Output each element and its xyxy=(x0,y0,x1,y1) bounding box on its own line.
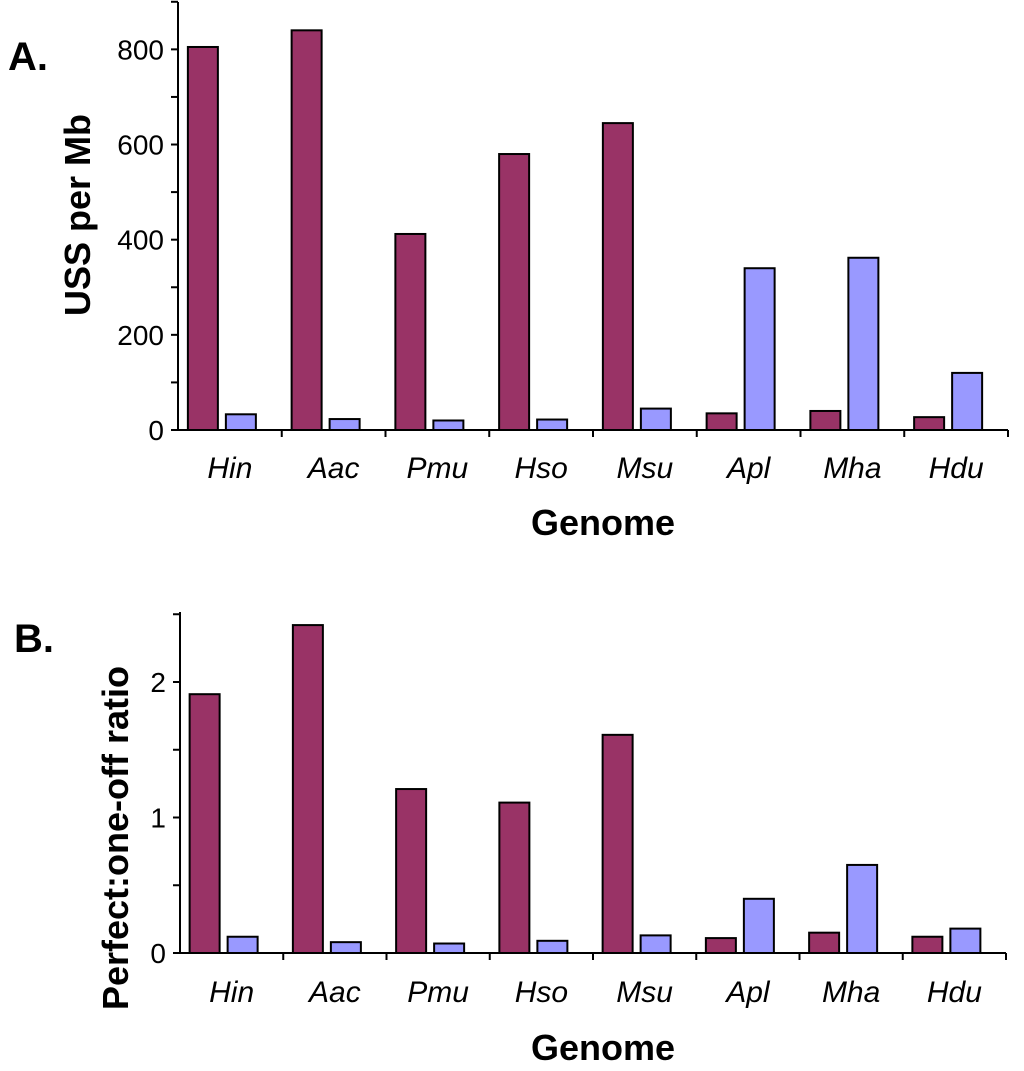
panel-a-category-label: Mha xyxy=(823,452,881,485)
panel-b-bar-apl-series-1 xyxy=(704,937,737,954)
panel-b-bar-aac-series-1 xyxy=(291,624,324,955)
panel-a-bar-hin-series-1 xyxy=(186,45,219,432)
panel-a-category-label: Hin xyxy=(207,452,252,485)
panel-a-bar-mha-series-1 xyxy=(809,409,842,431)
panel-a-bar-msu-series-2 xyxy=(639,407,672,431)
panel-a-letter: A. xyxy=(8,35,48,79)
panel-b-bar-aac-series-2 xyxy=(329,941,362,954)
panel-b-category-label: Hdu xyxy=(927,976,982,1009)
panel-b-bar-mha-series-1 xyxy=(808,931,841,954)
panel-a-bar-hdu-series-2 xyxy=(951,371,984,431)
panel-b-bar-pmu-series-2 xyxy=(433,942,466,955)
panel-a-category-label: Aac xyxy=(306,452,360,485)
panel-b-category-label: Hso xyxy=(515,976,568,1009)
panel-b-bar-mha-series-2 xyxy=(846,863,879,954)
panel-b-bar-hso-series-2 xyxy=(536,939,569,954)
panel-b-y-tick-label: 2 xyxy=(150,667,166,698)
panel-a-bar-msu-series-1 xyxy=(601,122,634,431)
panel-a-y-tick-label: 400 xyxy=(117,225,164,256)
panel-a-category-label: Msu xyxy=(617,452,674,485)
panel-a-x-axis-title: Genome xyxy=(531,502,675,543)
panel-a-category-label: Hso xyxy=(514,452,567,485)
panel-b-y-tick-label: 0 xyxy=(150,938,166,969)
panel-a-bar-hso-series-2 xyxy=(536,418,569,432)
panel-a-bar-apl-series-2 xyxy=(743,267,776,431)
panel-b-bar-pmu-series-1 xyxy=(395,788,428,954)
panel-b-category-label: Apl xyxy=(724,976,771,1009)
panel-a-category-label: Apl xyxy=(725,452,772,485)
panel-a-y-tick-label: 200 xyxy=(117,320,164,351)
panel-a-y-tick-label: 800 xyxy=(117,34,164,65)
panel-b-bar-msu-series-1 xyxy=(601,733,634,954)
panel-a-chart: A. 0 200 400 600 800 Hin Aac Pmu Hso Msu Apl Mha Hdu… xyxy=(8,0,1009,543)
panel-b-bar-hdu-series-1 xyxy=(911,935,944,954)
panel-b-y-axis-title: Perfect:one-off ratio xyxy=(95,666,136,1010)
panel-b-category-label: Aac xyxy=(307,976,361,1009)
panel-b-bar-msu-series-2 xyxy=(639,934,672,955)
panel-b-category-label: Mha xyxy=(822,976,880,1009)
panel-a-bar-hin-series-2 xyxy=(224,413,257,432)
panel-a-bar-aac-series-1 xyxy=(290,29,323,431)
panel-a-bar-hdu-series-1 xyxy=(913,416,946,432)
panel-b-category-label: Hin xyxy=(209,976,254,1009)
panel-b-letter: B. xyxy=(14,617,54,661)
panel-b-y-tick-label: 1 xyxy=(150,803,166,834)
panel-b-bar-hin-series-2 xyxy=(226,935,259,954)
panel-a-bar-pmu-series-1 xyxy=(394,232,427,431)
panel-b-category-label: Msu xyxy=(616,976,673,1009)
panel-b-bar-hin-series-1 xyxy=(188,693,221,954)
panel-b-bar-hdu-series-2 xyxy=(949,927,982,954)
panel-b-category-label: Pmu xyxy=(407,976,469,1009)
panel-a-y-tick-label: 600 xyxy=(117,130,164,161)
panel-a-y-axis-title: USS per Mb xyxy=(57,114,98,316)
panel-a-bar-aac-series-2 xyxy=(328,418,361,432)
panel-a-category-label: Hdu xyxy=(929,452,984,485)
panel-b-bar-apl-series-2 xyxy=(742,897,775,954)
panel-a-bar-pmu-series-2 xyxy=(432,419,465,432)
panel-a-category-label: Pmu xyxy=(407,452,469,485)
panel-b-chart: B. 0 1 2 Hin Aac Pmu Hso Msu Apl Mha Hdu Genome Perf… xyxy=(14,612,1007,1068)
panel-a-y-tick-label: 0 xyxy=(148,415,164,446)
panel-a-bar-apl-series-1 xyxy=(705,412,738,431)
panel-b-x-axis-title: Genome xyxy=(531,1027,675,1068)
panel-a-bar-mha-series-2 xyxy=(847,256,880,431)
panel-a-bar-hso-series-1 xyxy=(498,153,531,431)
panel-b-bar-hso-series-1 xyxy=(498,801,531,954)
